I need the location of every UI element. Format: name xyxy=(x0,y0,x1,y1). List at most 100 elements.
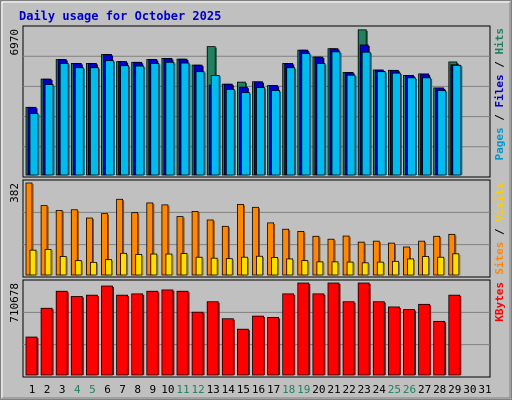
bar-hits-pages-day-29 xyxy=(452,64,463,176)
bar-visits-visits-day-4 xyxy=(70,209,79,276)
bar-kbytes-kbytes-day-17 xyxy=(267,317,281,376)
bar-kbytes-kbytes-day-2 xyxy=(40,307,54,376)
bar-shade xyxy=(38,114,40,175)
x-tick-label-day-13: 13 xyxy=(207,383,220,396)
bar-hits-pages-day-26 xyxy=(407,77,417,176)
bar-face xyxy=(312,293,325,376)
bar-hits-pages-day-11 xyxy=(180,62,191,176)
max-label-hits: 6970 xyxy=(8,29,21,56)
bar-shade xyxy=(369,284,371,375)
bar-shade xyxy=(293,294,296,375)
bar-face xyxy=(301,53,311,176)
bar-visits-visits-day-9 xyxy=(146,202,155,276)
bar-shade xyxy=(262,257,264,275)
bar-face xyxy=(29,249,37,276)
bar-shade xyxy=(248,330,250,375)
bar-shade xyxy=(459,296,462,375)
panel-visits: 382 Sites / Visits xyxy=(8,179,506,278)
bar-visits-sites-day-1 xyxy=(29,249,38,276)
bar-shade xyxy=(143,67,146,175)
bar-face xyxy=(146,290,159,376)
bar-visits-sites-day-5 xyxy=(90,261,98,276)
x-tick-label-day-18: 18 xyxy=(282,383,295,396)
x-tick-label-day-6: 6 xyxy=(104,383,111,396)
bar-shade xyxy=(83,68,85,175)
bar-shade xyxy=(172,290,175,375)
bar-kbytes-kbytes-day-16 xyxy=(252,315,265,376)
bar-face xyxy=(90,67,99,176)
bar-face xyxy=(191,311,204,376)
bar-shade xyxy=(400,74,402,175)
bar-face xyxy=(267,317,280,376)
bar-shade xyxy=(322,262,325,275)
bar-kbytes-kbytes-day-4 xyxy=(70,296,84,376)
bar-hits-pages-day-1 xyxy=(29,113,40,176)
bar-face xyxy=(376,71,386,176)
bar-shade xyxy=(249,93,251,175)
bar-face xyxy=(418,303,431,376)
bar-hits-pages-day-7 xyxy=(120,65,131,176)
bar-shade xyxy=(113,61,115,175)
bar-face xyxy=(346,261,354,276)
bar-face xyxy=(29,113,39,176)
bar-visits-visits-day-23 xyxy=(357,241,366,276)
x-tick-label-day-26: 26 xyxy=(403,383,416,396)
bar-hits-pages-day-23 xyxy=(361,51,372,176)
bar-visits-visits-day-14 xyxy=(221,225,230,276)
bar-face xyxy=(55,290,68,376)
bar-visits-visits-day-8 xyxy=(131,212,140,276)
bar-shade xyxy=(415,78,417,175)
bar-visits-sites-day-23 xyxy=(361,262,370,276)
x-tick-label-day-15: 15 xyxy=(237,383,250,396)
bar-face xyxy=(286,67,296,176)
bar-face xyxy=(176,290,189,376)
bar-face xyxy=(225,89,235,176)
x-tick-label-day-10: 10 xyxy=(161,383,174,396)
bar-visits-visits-day-16 xyxy=(252,206,260,276)
bar-shade xyxy=(428,257,431,275)
bar-visits-sites-day-6 xyxy=(105,259,113,276)
bar-face xyxy=(165,253,173,276)
bar-shade xyxy=(258,208,260,275)
bar-kbytes-kbytes-day-25 xyxy=(387,306,401,376)
bar-visits-visits-day-3 xyxy=(55,210,64,276)
bar-hits-pages-day-4 xyxy=(74,67,85,176)
bar-kbytes-kbytes-day-3 xyxy=(55,290,69,376)
bar-face xyxy=(437,90,447,176)
bar-shade xyxy=(92,219,94,275)
bar-hits-pages-day-27 xyxy=(422,77,433,176)
legend-entry: / xyxy=(493,55,506,75)
bar-hits-pages-day-2 xyxy=(44,84,55,176)
bar-visits-sites-day-14 xyxy=(225,258,234,276)
bar-face xyxy=(452,253,460,276)
bar-visits-sites-day-4 xyxy=(74,260,83,276)
bar-kbytes-kbytes-day-14 xyxy=(221,318,235,376)
x-tick-label-day-16: 16 xyxy=(252,383,265,396)
bar-visits-sites-day-13 xyxy=(210,257,219,276)
bar-shade xyxy=(81,261,83,275)
bar-shade xyxy=(52,309,54,375)
bar-face xyxy=(297,282,310,376)
bar-visits-sites-day-19 xyxy=(301,260,310,276)
bar-shade xyxy=(137,213,140,275)
bar-shade xyxy=(157,292,160,375)
bar-face xyxy=(135,254,143,276)
bar-hits-pages-day-17 xyxy=(271,90,282,176)
bar-hits-pages-day-5 xyxy=(90,67,100,176)
bar-shade xyxy=(379,242,381,275)
bar-face xyxy=(342,301,355,376)
x-tick-label-day-14: 14 xyxy=(222,383,236,396)
bar-kbytes-kbytes-day-19 xyxy=(297,282,311,376)
bar-shade xyxy=(171,255,174,275)
bar-visits-visits-day-15 xyxy=(236,203,245,276)
bar-shade xyxy=(353,263,355,275)
bar-kbytes-kbytes-day-29 xyxy=(448,294,462,376)
bar-visits-sites-day-27 xyxy=(422,256,431,276)
bar-face xyxy=(74,260,82,276)
bar-visits-visits-day-6 xyxy=(101,213,109,276)
x-tick-label-day-23: 23 xyxy=(358,383,371,396)
bar-face xyxy=(135,65,145,176)
bar-visits-sites-day-17 xyxy=(271,257,280,276)
bar-face xyxy=(74,67,84,176)
